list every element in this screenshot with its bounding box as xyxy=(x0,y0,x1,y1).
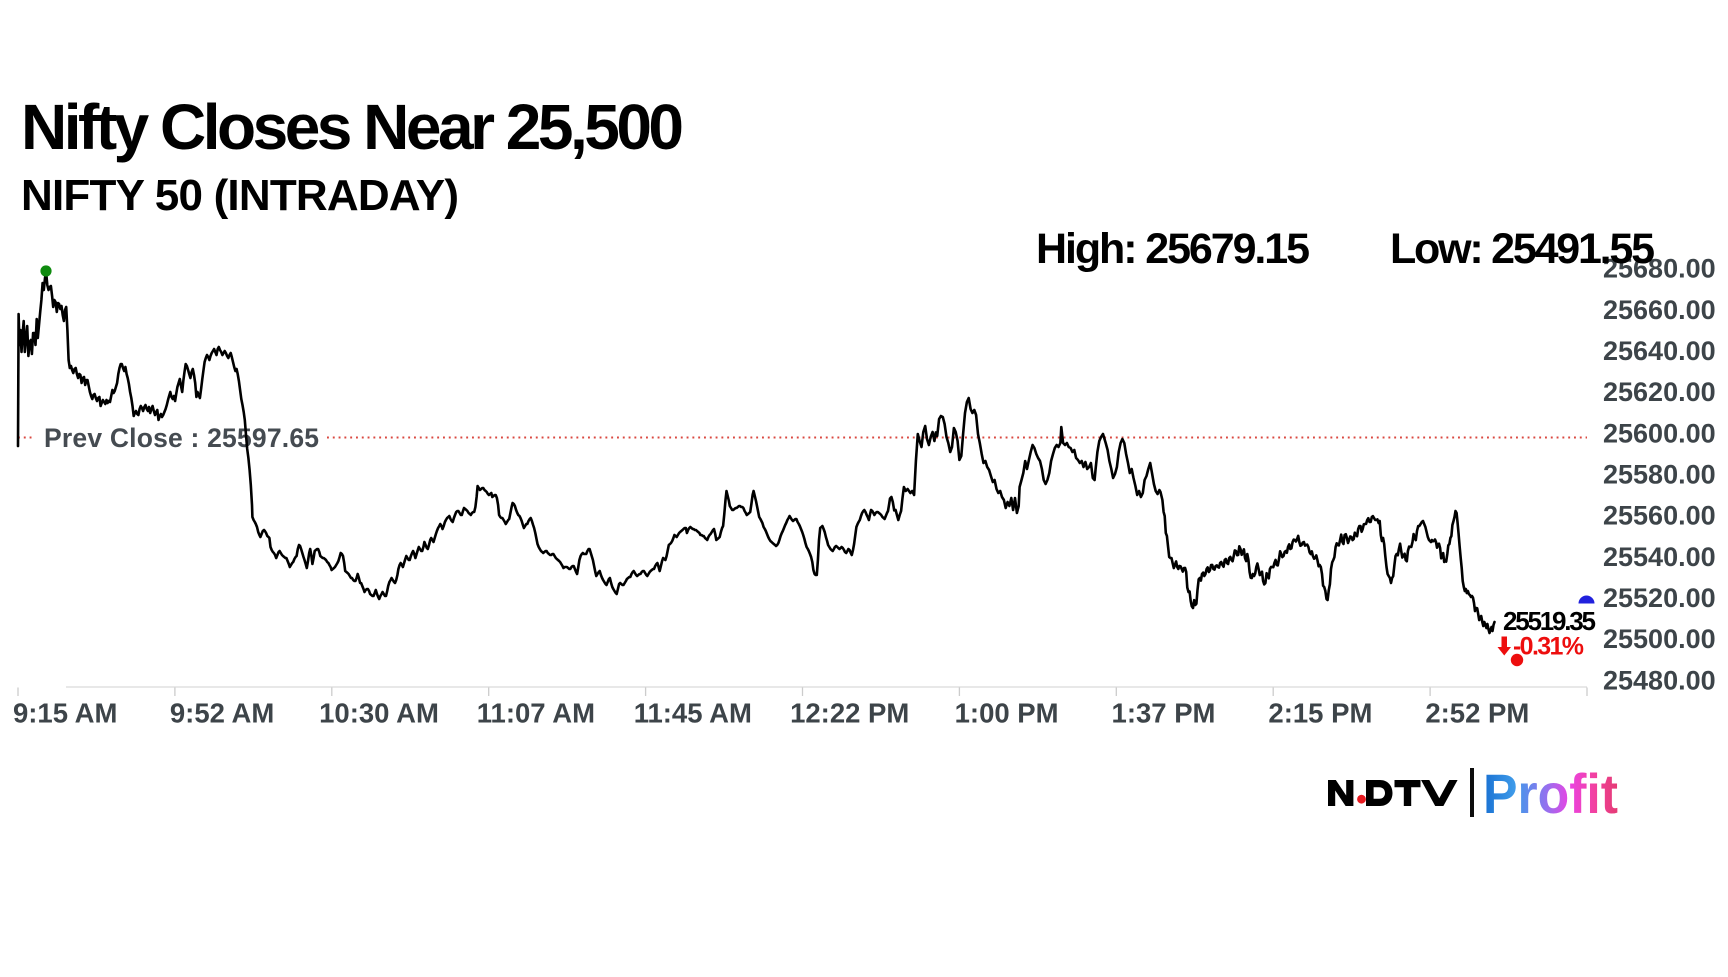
svg-text:25560.00: 25560.00 xyxy=(1603,501,1716,531)
svg-text:25519.35: 25519.35 xyxy=(1503,606,1596,636)
svg-text:25600.00: 25600.00 xyxy=(1603,418,1716,448)
svg-text:25500.00: 25500.00 xyxy=(1603,624,1716,654)
svg-text:Profit: Profit xyxy=(1483,762,1618,825)
svg-text:9:52 AM: 9:52 AM xyxy=(170,698,274,729)
svg-text:25580.00: 25580.00 xyxy=(1603,460,1716,490)
svg-text:11:45 AM: 11:45 AM xyxy=(634,698,752,729)
svg-text:25660.00: 25660.00 xyxy=(1603,295,1716,325)
svg-text:25540.00: 25540.00 xyxy=(1603,542,1716,572)
svg-text:10:30 AM: 10:30 AM xyxy=(319,698,439,729)
svg-text:25680.00: 25680.00 xyxy=(1603,254,1716,284)
svg-text:1:00 PM: 1:00 PM xyxy=(955,698,1059,729)
svg-text:NIFTY 50 (INTRADAY): NIFTY 50 (INTRADAY) xyxy=(21,171,459,220)
svg-text:-0.31%: -0.31% xyxy=(1513,633,1584,661)
svg-text:Nifty Closes Near 25,500: Nifty Closes Near 25,500 xyxy=(21,91,684,163)
svg-text:12:22 PM: 12:22 PM xyxy=(790,698,909,729)
svg-text:25620.00: 25620.00 xyxy=(1603,377,1716,407)
svg-text:25480.00: 25480.00 xyxy=(1603,665,1716,695)
svg-text:11:07 AM: 11:07 AM xyxy=(477,698,595,729)
svg-text:1:37 PM: 1:37 PM xyxy=(1112,698,1216,729)
svg-text:9:15 AM: 9:15 AM xyxy=(13,698,117,729)
svg-text:Prev Close : 25597.65: Prev Close : 25597.65 xyxy=(44,423,319,453)
svg-text:25520.00: 25520.00 xyxy=(1603,583,1716,613)
svg-text:2:15 PM: 2:15 PM xyxy=(1268,698,1372,729)
svg-text:25640.00: 25640.00 xyxy=(1603,336,1716,366)
svg-text:High: 25679.15: High: 25679.15 xyxy=(1036,225,1310,273)
svg-text:Low: 25491.55: Low: 25491.55 xyxy=(1390,225,1655,273)
svg-text:2:52 PM: 2:52 PM xyxy=(1425,698,1529,729)
